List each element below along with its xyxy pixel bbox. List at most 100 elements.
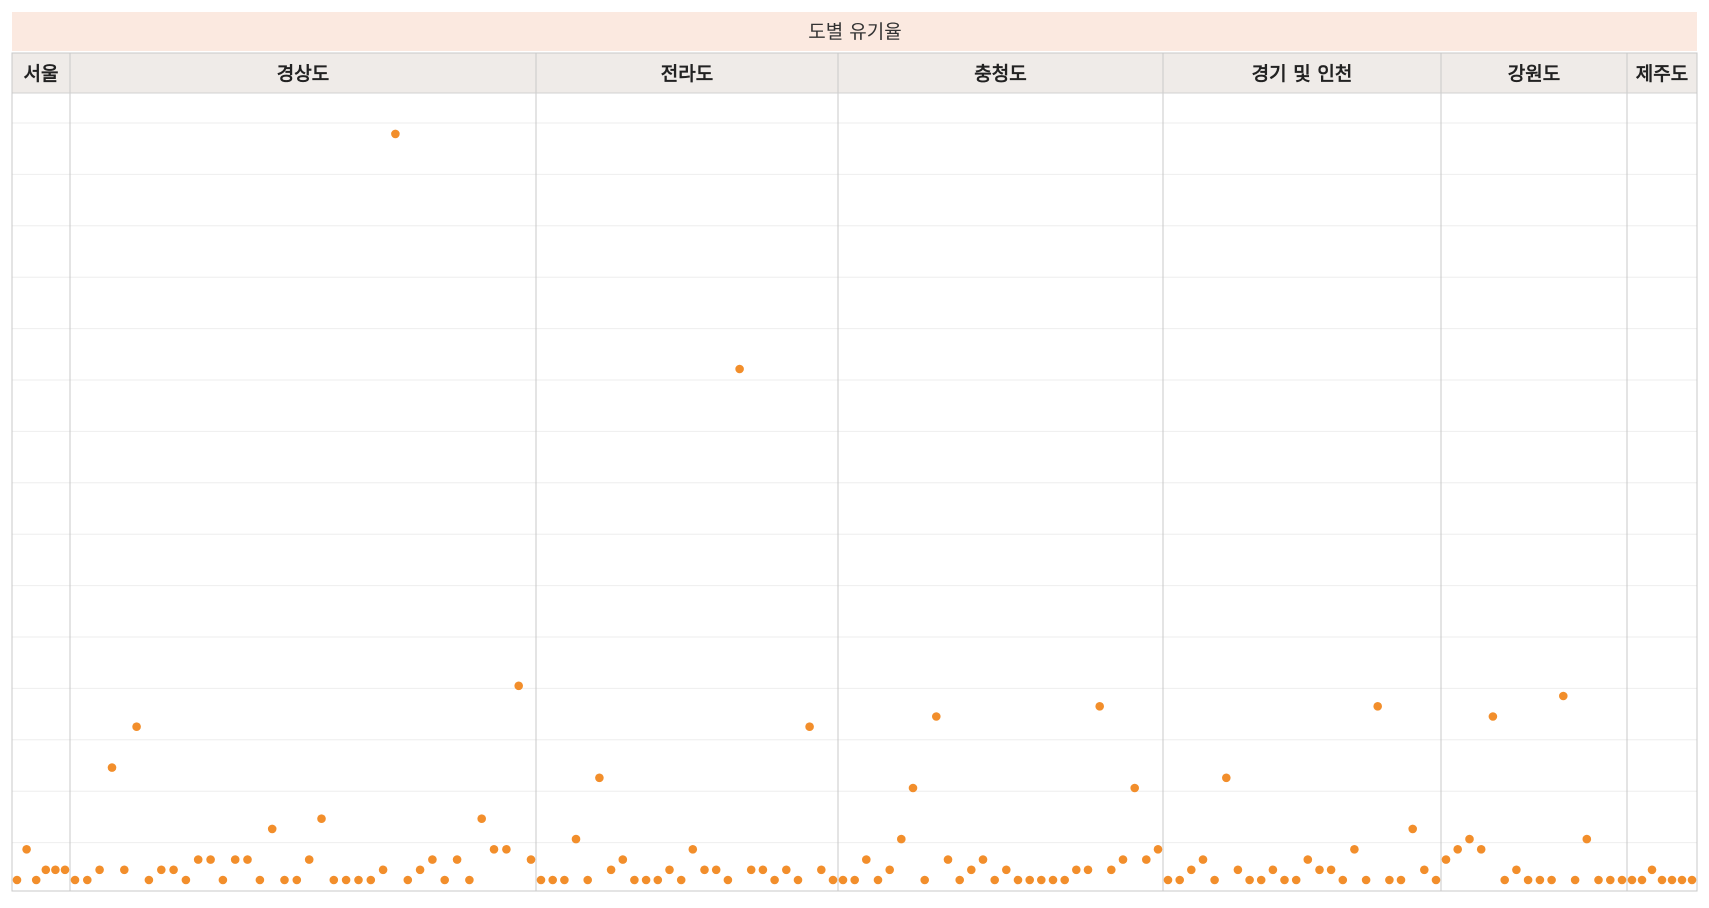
data-point bbox=[1339, 876, 1348, 885]
data-point bbox=[770, 876, 779, 885]
chart-title: 도별 유기율 bbox=[808, 21, 901, 43]
data-point bbox=[120, 866, 129, 875]
data-point bbox=[51, 866, 60, 875]
data-point bbox=[560, 876, 569, 885]
data-point bbox=[920, 876, 929, 885]
data-point bbox=[1658, 876, 1667, 885]
data-point bbox=[1373, 702, 1382, 711]
data-point bbox=[71, 876, 80, 885]
data-point bbox=[268, 825, 277, 834]
data-point bbox=[416, 866, 425, 875]
data-point bbox=[1280, 876, 1289, 885]
data-point bbox=[61, 866, 70, 875]
panel-header-band bbox=[12, 53, 1697, 93]
data-point bbox=[700, 866, 709, 875]
panel-dividers bbox=[12, 53, 1697, 891]
panel-points bbox=[1628, 866, 1697, 885]
data-point bbox=[1107, 866, 1116, 875]
data-point bbox=[280, 876, 289, 885]
data-point bbox=[1524, 876, 1533, 885]
data-point bbox=[1164, 876, 1173, 885]
data-point bbox=[1234, 866, 1243, 875]
data-point bbox=[619, 855, 628, 864]
data-point bbox=[490, 845, 499, 854]
panel-header-label: 경상도 bbox=[277, 63, 329, 85]
data-point bbox=[1350, 845, 1359, 854]
data-point bbox=[1257, 876, 1266, 885]
data-point bbox=[391, 130, 400, 139]
data-point bbox=[1362, 876, 1371, 885]
panel-header-label: 제주도 bbox=[1636, 63, 1688, 85]
panel-points bbox=[1442, 692, 1627, 885]
data-point bbox=[367, 876, 376, 885]
panel-points bbox=[1164, 702, 1441, 884]
data-point bbox=[317, 814, 326, 823]
data-point bbox=[514, 682, 523, 691]
data-point bbox=[1142, 855, 1151, 864]
data-point bbox=[1477, 845, 1486, 854]
data-point bbox=[782, 866, 791, 875]
data-point bbox=[897, 835, 906, 844]
panel-header-label: 서울 bbox=[24, 63, 59, 85]
data-point bbox=[1187, 866, 1196, 875]
data-point bbox=[1688, 876, 1697, 885]
data-point bbox=[1420, 866, 1429, 875]
data-point bbox=[990, 876, 999, 885]
data-point bbox=[83, 876, 92, 885]
data-point bbox=[42, 866, 51, 875]
data-point bbox=[1084, 866, 1093, 875]
data-point bbox=[1571, 876, 1580, 885]
data-point bbox=[862, 855, 871, 864]
data-point bbox=[1315, 866, 1324, 875]
data-point bbox=[453, 855, 462, 864]
data-point bbox=[169, 866, 178, 875]
data-point bbox=[747, 866, 756, 875]
data-point bbox=[1025, 876, 1034, 885]
data-point bbox=[1210, 876, 1219, 885]
data-point bbox=[379, 866, 388, 875]
data-point bbox=[354, 876, 363, 885]
data-point bbox=[665, 866, 674, 875]
data-points bbox=[13, 130, 1697, 885]
panel-points bbox=[537, 365, 838, 885]
data-point bbox=[1583, 835, 1592, 844]
data-point bbox=[1628, 876, 1637, 885]
data-point bbox=[330, 876, 339, 885]
data-point bbox=[1594, 876, 1603, 885]
data-point bbox=[885, 866, 894, 875]
data-point bbox=[712, 866, 721, 875]
data-point bbox=[1327, 866, 1336, 875]
data-point bbox=[689, 845, 698, 854]
data-point bbox=[1559, 692, 1568, 701]
data-point bbox=[132, 722, 141, 731]
panel-header-label: 경기 및 인천 bbox=[1252, 63, 1353, 85]
data-point bbox=[194, 855, 203, 864]
data-point bbox=[850, 876, 859, 885]
data-point bbox=[1175, 876, 1184, 885]
data-point bbox=[32, 876, 41, 885]
panel-header-label: 전라도 bbox=[661, 63, 713, 85]
data-point bbox=[1668, 876, 1677, 885]
data-point bbox=[1269, 866, 1278, 875]
data-point bbox=[1442, 855, 1451, 864]
data-point bbox=[548, 876, 557, 885]
data-point bbox=[1095, 702, 1104, 711]
data-point bbox=[595, 774, 604, 783]
data-point bbox=[22, 845, 31, 854]
data-point bbox=[583, 876, 592, 885]
data-point bbox=[477, 814, 486, 823]
data-point bbox=[502, 845, 511, 854]
data-point bbox=[1432, 876, 1441, 885]
data-point bbox=[1512, 866, 1521, 875]
data-point bbox=[293, 876, 302, 885]
data-point bbox=[759, 866, 768, 875]
data-point bbox=[219, 876, 228, 885]
data-point bbox=[243, 855, 252, 864]
data-point bbox=[909, 784, 918, 793]
data-point bbox=[1002, 866, 1011, 875]
data-point bbox=[607, 866, 616, 875]
data-point bbox=[955, 876, 964, 885]
data-point bbox=[944, 855, 953, 864]
data-point bbox=[1536, 876, 1545, 885]
